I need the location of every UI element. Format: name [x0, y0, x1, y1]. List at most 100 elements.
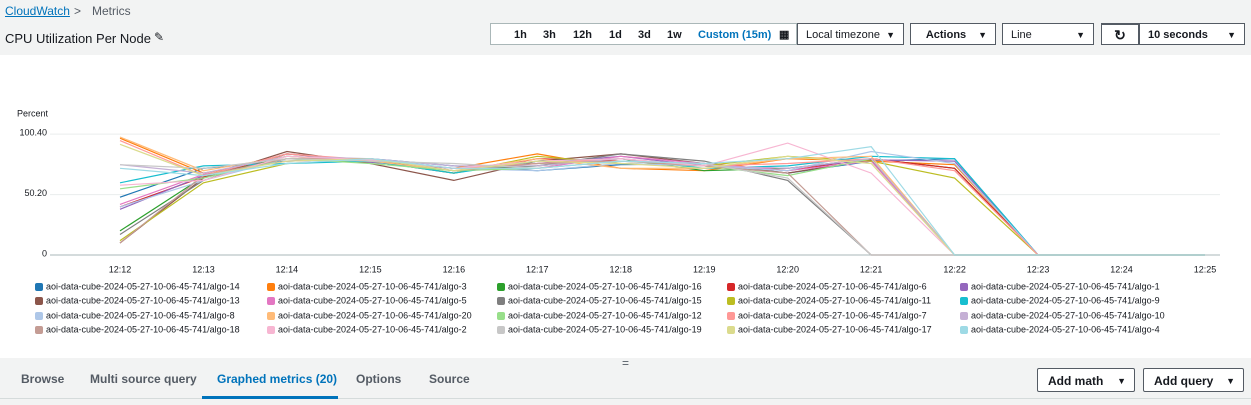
refresh-interval[interactable]: 10 seconds ▼	[1139, 23, 1245, 45]
time-range: 1h 3h 12h 1d 3d 1w Custom (15m) ▦	[490, 23, 797, 45]
series-line	[119, 158, 1205, 256]
legend-swatch	[497, 283, 505, 291]
edit-icon[interactable]: ✎	[154, 30, 165, 44]
legend-swatch	[267, 283, 275, 291]
x-tick-label: 12:15	[359, 264, 382, 274]
x-tick-label: 12:12	[109, 264, 132, 274]
add-math-label: Add math	[1048, 374, 1104, 388]
caret: ▼	[1226, 376, 1235, 386]
series-line	[119, 155, 1205, 256]
legend-label: aoi-data-cube-2024-05-27-10-06-45-741/al…	[278, 281, 467, 291]
x-tick-label: 12:21	[860, 264, 883, 274]
add-math-button[interactable]: Add math ▼	[1037, 368, 1135, 392]
x-tick-label: 12:24	[1110, 264, 1133, 274]
timezone-label: Local timezone	[806, 29, 880, 41]
refresh-button[interactable]: ↻	[1101, 23, 1139, 45]
refresh-label: 10 seconds	[1148, 29, 1208, 41]
range-button[interactable]: 1h	[514, 29, 527, 41]
legend-label: aoi-data-cube-2024-05-27-10-06-45-741/al…	[278, 324, 467, 334]
tab[interactable]: Browse	[21, 372, 65, 386]
series-line	[119, 155, 1205, 256]
legend-swatch	[35, 283, 43, 291]
series-line	[119, 155, 1205, 256]
legend-swatch	[267, 297, 275, 305]
legend-swatch	[960, 312, 968, 320]
range-button[interactable]: 1d	[609, 29, 622, 41]
chart: Percent 0 50.20 100.40 12:12 12:13 12:14 12:15…	[0, 55, 1251, 358]
breadcrumb-separator: >	[74, 4, 82, 18]
tab[interactable]: Source	[429, 372, 470, 386]
legend-label: aoi-data-cube-2024-05-27-10-06-45-741/al…	[508, 310, 702, 320]
legend-label: aoi-data-cube-2024-05-27-10-06-45-741/al…	[738, 295, 931, 305]
tab-active[interactable]: Graphed metrics (20)	[217, 372, 338, 386]
caret: ▼	[978, 30, 987, 40]
range-button[interactable]: 3h	[543, 29, 556, 41]
legend-label: aoi-data-cube-2024-05-27-10-06-45-741/al…	[46, 295, 240, 305]
series-line	[119, 146, 1205, 256]
tab-indicator	[202, 396, 338, 399]
series-line	[119, 150, 1205, 256]
breadcrumb-link[interactable]: CloudWatch	[5, 4, 70, 18]
legend-label: aoi-data-cube-2024-05-27-10-06-45-741/al…	[738, 324, 932, 334]
x-tick-label: 12:19	[693, 264, 716, 274]
legend-label: aoi-data-cube-2024-05-27-10-06-45-741/al…	[971, 310, 1165, 320]
legend-label: aoi-data-cube-2024-05-27-10-06-45-741/al…	[738, 310, 927, 320]
add-query-button[interactable]: Add query ▼	[1143, 368, 1244, 392]
x-tick-label: 12:17	[526, 264, 549, 274]
series-line	[119, 155, 1205, 256]
legend-label: aoi-data-cube-2024-05-27-10-06-45-741/al…	[971, 324, 1160, 334]
caret: ▼	[1117, 376, 1126, 386]
x-tick-label: 12:16	[443, 264, 466, 274]
series-line	[119, 158, 1205, 256]
legend-swatch	[497, 326, 505, 334]
legend-label: aoi-data-cube-2024-05-27-10-06-45-741/al…	[46, 324, 240, 334]
series-line	[119, 158, 1205, 256]
resize-handle[interactable]: =	[622, 356, 630, 370]
legend-label: aoi-data-cube-2024-05-27-10-06-45-741/al…	[971, 281, 1160, 291]
calendar-icon[interactable]: ▦	[779, 29, 790, 41]
legend-swatch	[960, 326, 968, 334]
range-button-active[interactable]: Custom (15m)	[698, 29, 772, 41]
actions-button[interactable]: Actions ▼	[910, 23, 996, 45]
page-title: CPU Utilization Per Node	[5, 31, 151, 46]
y-tick-label: 0	[42, 248, 47, 258]
legend-swatch	[35, 297, 43, 305]
series-line	[119, 155, 1205, 256]
view-select[interactable]: Line ▼	[1002, 23, 1094, 45]
caret: ▼	[1076, 30, 1085, 40]
legend-label: aoi-data-cube-2024-05-27-10-06-45-741/al…	[278, 310, 472, 320]
legend-swatch	[267, 326, 275, 334]
timezone-select[interactable]: Local timezone ▼	[797, 23, 904, 45]
legend-swatch	[497, 312, 505, 320]
legend-label: aoi-data-cube-2024-05-27-10-06-45-741/al…	[278, 295, 467, 305]
legend-label: aoi-data-cube-2024-05-27-10-06-45-741/al…	[971, 295, 1160, 305]
view-label: Line	[1011, 29, 1032, 41]
y-tick-label: 50.20	[24, 188, 47, 198]
tab[interactable]: Options	[356, 372, 402, 386]
x-tick-label: 12:25	[1194, 264, 1217, 274]
breadcrumb-current: Metrics	[92, 4, 131, 18]
tab[interactable]: Multi source query	[90, 372, 197, 386]
legend-label: aoi-data-cube-2024-05-27-10-06-45-741/al…	[46, 310, 235, 320]
x-tick-label: 12:22	[943, 264, 966, 274]
legend-label: aoi-data-cube-2024-05-27-10-06-45-741/al…	[508, 281, 702, 291]
legend-label: aoi-data-cube-2024-05-27-10-06-45-741/al…	[508, 295, 702, 305]
legend-swatch	[727, 326, 735, 334]
legend-label: aoi-data-cube-2024-05-27-10-06-45-741/al…	[46, 281, 240, 291]
y-axis-label: Percent	[17, 108, 49, 118]
range-button[interactable]: 1w	[667, 29, 682, 41]
caret: ▼	[1227, 30, 1236, 40]
x-tick-label: 12:14	[276, 264, 299, 274]
caret: ▼	[886, 30, 895, 40]
x-tick-label: 12:13	[192, 264, 215, 274]
actions-label: Actions	[925, 29, 967, 41]
legend-swatch	[497, 297, 505, 305]
series-line	[119, 158, 1205, 256]
legend-swatch	[727, 312, 735, 320]
x-tick-label: 12:20	[776, 264, 799, 274]
range-button[interactable]: 3d	[638, 29, 651, 41]
legend-swatch	[35, 312, 43, 320]
range-button[interactable]: 12h	[573, 29, 592, 41]
y-tick-label: 100.40	[19, 128, 47, 138]
